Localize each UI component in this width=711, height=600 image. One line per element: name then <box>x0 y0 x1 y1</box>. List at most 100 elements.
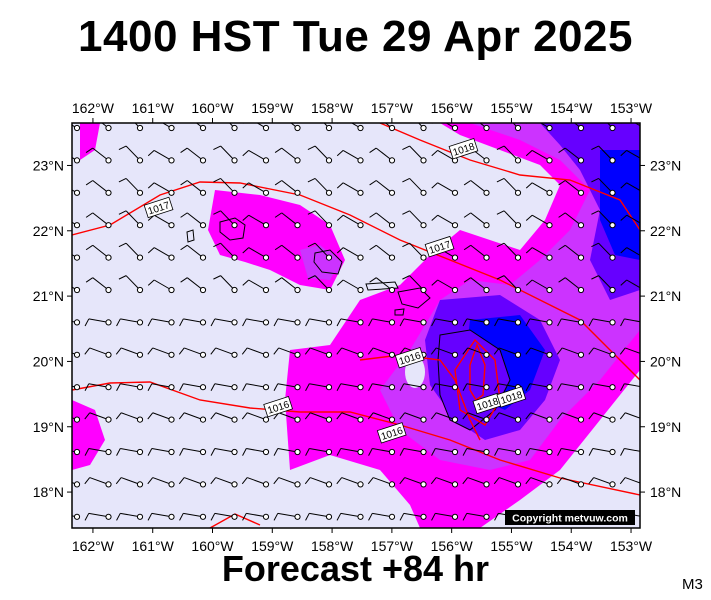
wind-barb-flag <box>85 180 94 186</box>
wind-barb <box>525 279 553 294</box>
wind-barb-station <box>577 157 585 164</box>
wind-barb-staff <box>375 277 393 291</box>
wind-barb-flag <box>525 412 532 420</box>
wind-barb-station <box>514 448 522 456</box>
wind-barb-staff <box>467 412 487 421</box>
wind-barb-staff <box>384 123 393 129</box>
wind-barb-flag <box>213 242 221 248</box>
wind-barb-station <box>168 254 175 261</box>
isobar-label-box <box>424 235 455 258</box>
wind-barb <box>557 383 585 392</box>
lat-label-right: 23°N <box>650 157 681 173</box>
wind-barb-station <box>641 417 646 422</box>
wind-barb <box>619 477 640 485</box>
wind-barb-station <box>357 351 364 358</box>
wind-barb <box>242 247 270 261</box>
wind-barb-staff <box>121 477 141 485</box>
wind-barb-flag <box>147 347 154 355</box>
wind-barb-staff <box>436 412 456 421</box>
wind-barb <box>242 182 270 196</box>
wind-barb <box>84 477 112 488</box>
wind-barb-station <box>136 351 144 358</box>
wind-barb-flag <box>462 477 469 485</box>
wind-barb-staff <box>125 178 141 194</box>
wind-barb-station <box>357 254 364 261</box>
wind-barb <box>525 318 553 327</box>
wind-barb-staff <box>593 477 613 485</box>
wind-barb <box>242 318 270 327</box>
wind-barb-staff <box>341 347 361 356</box>
wind-barb-station <box>483 384 490 391</box>
wind-barb-flag <box>242 279 250 286</box>
island-niihau <box>186 229 195 243</box>
wind-barb-station <box>420 481 427 488</box>
wind-barb-station <box>73 124 81 132</box>
wind-barb-staff <box>120 383 141 388</box>
wind-barb-flag <box>494 513 499 521</box>
wind-barb-staff <box>153 279 172 291</box>
wind-barb-staff <box>404 477 424 485</box>
wind-barb-station <box>641 287 646 292</box>
wind-barb <box>368 383 396 392</box>
wind-barb-station <box>483 448 490 456</box>
wind-barb <box>336 477 364 488</box>
wind-barb <box>115 347 144 358</box>
wind-barb-station <box>199 222 207 229</box>
wind-barb-station <box>357 448 364 456</box>
wind-barb-flag <box>84 347 91 355</box>
wind-barb-staff <box>529 448 550 453</box>
axis-ticks <box>67 118 645 533</box>
wind-barb-staff <box>277 318 298 323</box>
wind-barb <box>195 123 207 132</box>
wind-barb-flag <box>116 383 121 392</box>
wind-barb-staff <box>503 275 519 291</box>
wind-barb-flag <box>147 247 155 254</box>
wind-barb <box>116 318 144 327</box>
wind-barb-flag <box>369 244 377 251</box>
wind-barb-staff <box>277 448 298 453</box>
wind-barb-station <box>294 222 301 229</box>
wind-barb <box>101 123 112 132</box>
wind-barb-staff <box>435 318 456 323</box>
wind-barb-staff <box>470 244 487 258</box>
wind-barb <box>462 512 490 521</box>
wind-barb-flag <box>462 448 468 456</box>
wind-barb-staff <box>624 383 640 388</box>
wind-barb <box>147 448 175 456</box>
wind-barb-staff <box>404 412 424 421</box>
wind-barb-station <box>294 124 301 132</box>
wind-barb <box>118 177 144 196</box>
wind-barb-flag <box>462 513 468 521</box>
wind-barb-staff <box>626 182 640 192</box>
wind-barb-staff <box>593 412 613 421</box>
wind-barb-station <box>577 319 585 326</box>
wind-barb-station <box>136 124 144 132</box>
wind-barb <box>210 477 238 488</box>
wind-barb-staff <box>220 210 235 226</box>
wind-barb-staff <box>151 448 172 453</box>
wind-barb-staff <box>151 318 172 323</box>
wind-barb-flag <box>242 247 250 254</box>
wind-barb <box>462 448 490 456</box>
lat-label-left: 22°N <box>33 223 64 239</box>
precip-region-max <box>465 150 640 410</box>
wind-barb <box>493 412 522 423</box>
wind-barb <box>399 412 427 423</box>
wind-barb-staff <box>564 180 582 194</box>
wind-barb <box>431 279 459 294</box>
wind-barb-flag <box>336 448 342 456</box>
wind-barb <box>242 149 270 164</box>
wind-barb-station <box>199 319 207 326</box>
lon-label-top: 157°W <box>371 100 414 116</box>
wind-barb-flag <box>556 347 563 355</box>
wind-barb <box>84 383 112 392</box>
wind-barb-flag <box>210 412 217 420</box>
wind-barb <box>118 145 144 164</box>
wind-barb-flag <box>242 182 250 189</box>
lon-label-bottom: 156°W <box>431 538 474 554</box>
wind-barb <box>494 318 522 327</box>
wind-barb-staff <box>277 383 298 388</box>
wind-barb-station <box>388 448 396 456</box>
wind-barb-station <box>577 351 585 358</box>
wind-barb-staff <box>120 318 141 323</box>
